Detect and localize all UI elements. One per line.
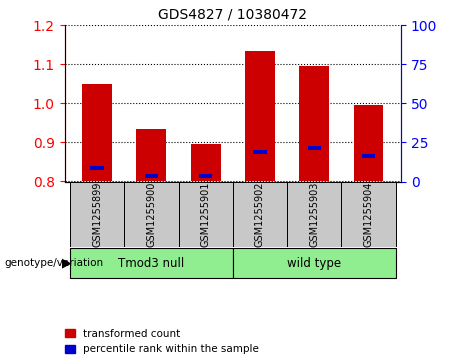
Legend: transformed count, percentile rank within the sample: transformed count, percentile rank withi… [65,329,259,354]
Bar [136,129,166,182]
Title: GDS4827 / 10380472: GDS4827 / 10380472 [158,8,307,21]
Bar [70,182,124,247]
Text: ▶: ▶ [62,257,72,270]
Text: genotype/variation: genotype/variation [5,258,104,268]
Bar [233,248,396,278]
Text: GSM1255902: GSM1255902 [255,182,265,247]
Bar [362,154,375,158]
Text: wild type: wild type [287,257,341,270]
Bar [287,182,341,247]
Bar [70,248,233,278]
Text: GSM1255899: GSM1255899 [92,182,102,247]
Bar [299,66,329,182]
Text: Tmod3 null: Tmod3 null [118,257,184,270]
Text: GSM1255901: GSM1255901 [201,182,211,247]
Bar [145,174,158,178]
Bar [354,105,384,182]
Text: GSM1255904: GSM1255904 [364,182,373,247]
Bar [90,166,104,170]
Bar [233,182,287,247]
Bar [341,182,396,247]
Text: GSM1255900: GSM1255900 [147,182,156,247]
Bar [307,146,321,150]
Text: GSM1255903: GSM1255903 [309,182,319,247]
Bar [178,182,233,247]
Bar [245,51,275,182]
Bar [82,84,112,182]
Bar [124,182,178,247]
Bar [253,150,266,154]
Bar [199,174,213,178]
Bar [191,144,221,182]
